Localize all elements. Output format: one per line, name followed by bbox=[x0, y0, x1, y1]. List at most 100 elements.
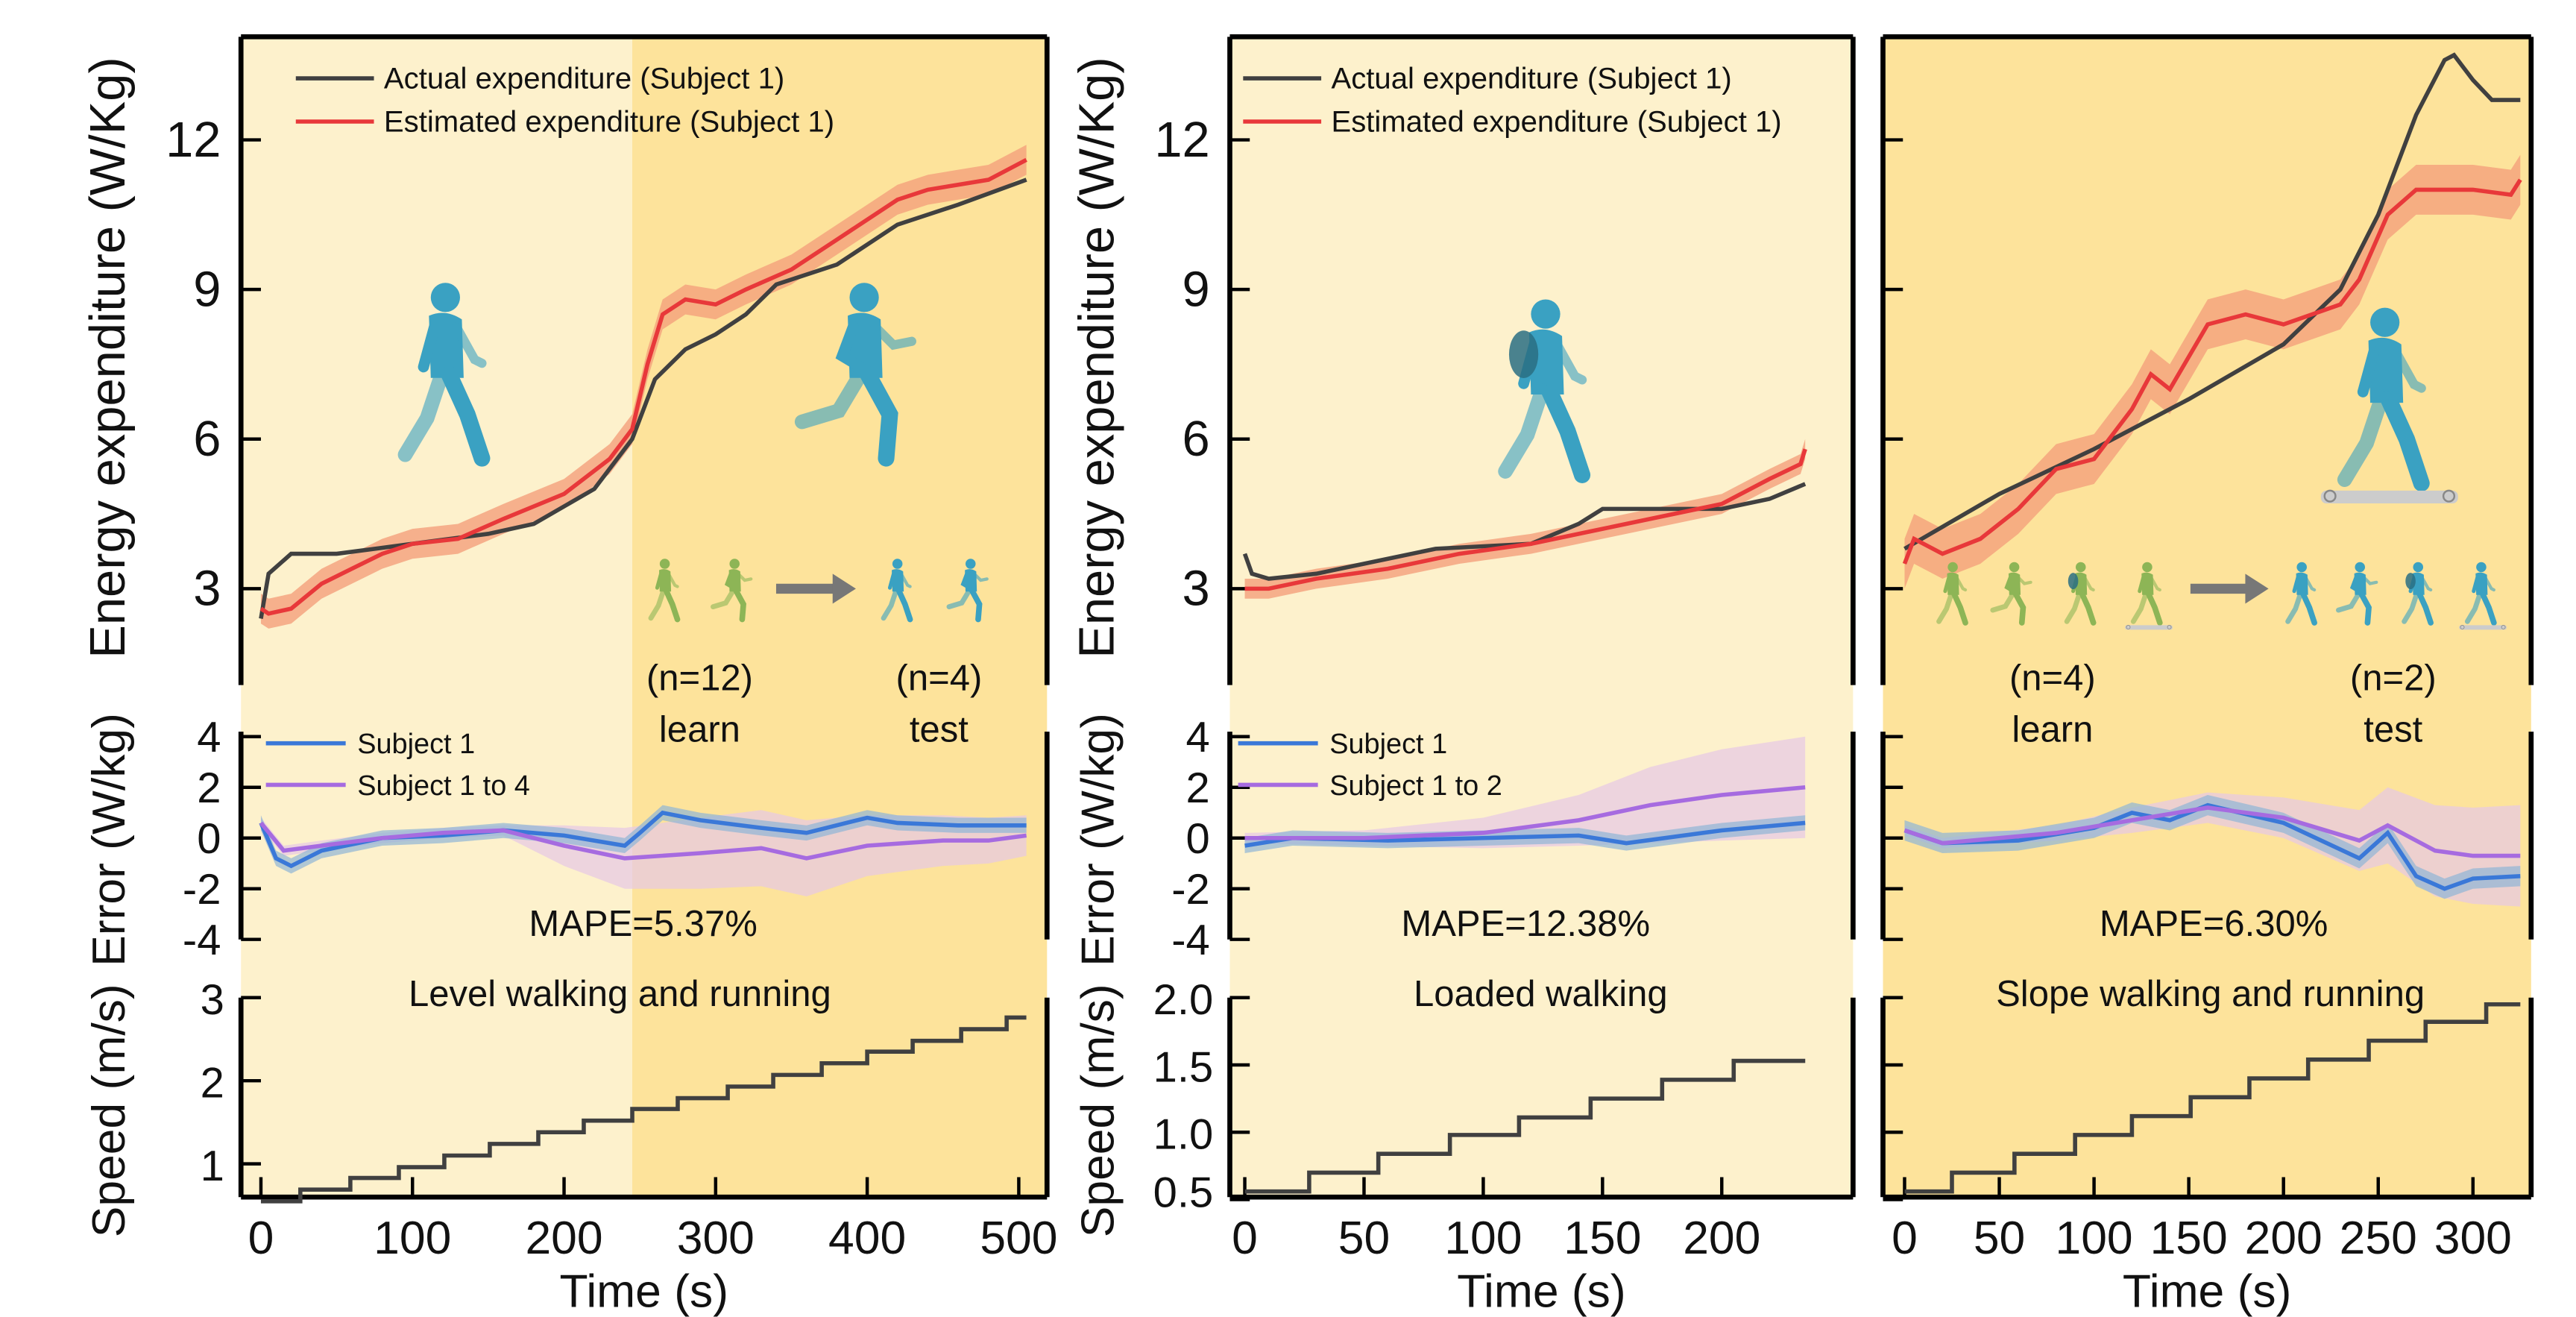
error-y-axis-label: Error (W/kg) bbox=[84, 713, 135, 966]
legend-actual-label: Actual expenditure (Subject 1) bbox=[1331, 61, 1731, 95]
error-ytick-label: 4 bbox=[1186, 714, 1210, 761]
xtick-label: 100 bbox=[374, 1213, 451, 1264]
group-error-band bbox=[1904, 787, 2521, 907]
error-ytick-label: -2 bbox=[1171, 866, 1210, 914]
speed-step-line bbox=[1244, 1058, 1806, 1194]
arrow-icon bbox=[2190, 573, 2269, 604]
energy-ytick-label: 9 bbox=[1182, 261, 1210, 317]
mape-label: MAPE=6.30% bbox=[2100, 904, 2328, 944]
energy-ytick-label: 6 bbox=[1182, 411, 1210, 467]
error-ytick-label: -4 bbox=[1171, 917, 1210, 964]
legend-subject1-label: Subject 1 bbox=[357, 729, 475, 760]
speed-step-line bbox=[1904, 1002, 2521, 1194]
background-dark bbox=[1883, 37, 2531, 1198]
error-ytick-label: 0 bbox=[197, 815, 221, 863]
actual-expenditure-line bbox=[259, 177, 1027, 619]
condition-title: Loaded walking bbox=[1414, 974, 1668, 1014]
xtick-label: 0 bbox=[1892, 1213, 1918, 1264]
xtick-label: 300 bbox=[2434, 1213, 2512, 1264]
learn-running-icon bbox=[711, 559, 753, 623]
energy-y-axis-label: Energy expenditure (W/Kg) bbox=[1068, 57, 1124, 658]
estimated-expenditure-line bbox=[1902, 178, 2522, 565]
test-running-icon bbox=[2336, 562, 2378, 626]
xtick-label: 150 bbox=[1563, 1213, 1641, 1264]
energy-ytick-label: 3 bbox=[1182, 561, 1210, 617]
error-ytick-label: 4 bbox=[197, 714, 221, 761]
test-count: (n=4) bbox=[896, 658, 983, 698]
speed-y-axis-label: Speed (m/s) bbox=[1072, 984, 1124, 1237]
xtick-label: 500 bbox=[980, 1213, 1057, 1264]
speed-y-axis-label: Speed (m/s) bbox=[84, 984, 135, 1237]
arrow-icon bbox=[775, 573, 856, 604]
learn-label: learn bbox=[659, 709, 740, 749]
group-error-line bbox=[259, 821, 1027, 861]
speed-ytick-label: 1.0 bbox=[1153, 1111, 1214, 1159]
legend-group-label: Subject 1 to 2 bbox=[1329, 770, 1502, 802]
mape-label: MAPE=5.37% bbox=[529, 904, 758, 944]
legend-estimated-label: Estimated expenditure (Subject 1) bbox=[1331, 104, 1781, 138]
speed-ytick-label: 2.0 bbox=[1153, 976, 1214, 1024]
background-dark bbox=[632, 37, 1048, 1198]
test-treadmill-icon bbox=[2459, 562, 2507, 630]
x-axis-label: Time (s) bbox=[1457, 1266, 1625, 1317]
x-axis-label: Time (s) bbox=[2123, 1266, 2291, 1317]
group-error-line bbox=[1244, 785, 1806, 840]
learn-running-icon bbox=[1990, 562, 2032, 626]
error-ytick-label: 0 bbox=[1186, 815, 1210, 863]
xtick-label: 100 bbox=[1444, 1213, 1522, 1264]
xtick-label: 200 bbox=[525, 1213, 602, 1264]
xtick-label: 200 bbox=[2245, 1213, 2323, 1264]
energy-ytick-label: 12 bbox=[1154, 112, 1209, 168]
treadmill-walking-figure-icon bbox=[2320, 307, 2458, 504]
xtick-label: 150 bbox=[2150, 1213, 2228, 1264]
speed-step-line bbox=[260, 1015, 1027, 1204]
panel-3: 0 50 100 150 200 250 300 Time (s) MAPE=6.30% Slop… bbox=[1880, 34, 2534, 1317]
legend-subject1-label: Subject 1 bbox=[1329, 729, 1447, 760]
test-walking-icon bbox=[881, 559, 913, 623]
background-light bbox=[241, 37, 633, 1198]
estimated-expenditure-line bbox=[259, 157, 1027, 616]
xtick-label: 50 bbox=[1338, 1213, 1390, 1264]
loaded-walking-figure-icon bbox=[1498, 299, 1591, 483]
energy-y-axis-label: Energy expenditure (W/Kg) bbox=[80, 57, 136, 658]
test-running-icon bbox=[946, 559, 989, 623]
learn-treadmill-icon bbox=[2125, 562, 2173, 630]
error-ytick-label: 2 bbox=[1186, 764, 1210, 812]
xtick-label: 0 bbox=[1232, 1213, 1258, 1264]
test-label: test bbox=[2364, 709, 2422, 749]
test-loaded-icon bbox=[2402, 562, 2434, 626]
xtick-label: 0 bbox=[248, 1213, 274, 1264]
estimated-expenditure-line bbox=[1244, 448, 1807, 591]
subject1-error-band bbox=[1244, 815, 1806, 854]
speed-ytick-label: 3 bbox=[201, 976, 224, 1024]
learn-count: (n=12) bbox=[646, 658, 753, 698]
mape-label: MAPE=12.38% bbox=[1401, 904, 1650, 944]
background-light bbox=[1229, 37, 1854, 1198]
error-ytick-label: -2 bbox=[183, 866, 221, 914]
test-walking-icon bbox=[2285, 562, 2317, 626]
speed-ytick-label: 2 bbox=[201, 1059, 224, 1107]
xtick-label: 300 bbox=[677, 1213, 755, 1264]
speed-ytick-label: 0.5 bbox=[1153, 1169, 1214, 1217]
group-error-band bbox=[1244, 736, 1806, 849]
learn-label: learn bbox=[2012, 709, 2093, 749]
xtick-label: 400 bbox=[828, 1213, 906, 1264]
energy-ytick-label: 6 bbox=[193, 411, 221, 467]
xtick-label: 50 bbox=[1974, 1213, 2025, 1264]
error-ytick-label: -4 bbox=[183, 917, 221, 964]
x-axis-label: Time (s) bbox=[560, 1266, 728, 1317]
legend-actual-label: Actual expenditure (Subject 1) bbox=[384, 61, 784, 95]
test-label: test bbox=[910, 709, 969, 749]
learn-count: (n=4) bbox=[2009, 658, 2096, 698]
energy-ytick-label: 12 bbox=[166, 112, 221, 168]
learn-loaded-icon bbox=[2064, 562, 2097, 626]
condition-title: Slope walking and running bbox=[1996, 974, 2425, 1014]
running-figure-icon bbox=[794, 283, 916, 467]
error-ytick-label: 2 bbox=[197, 764, 221, 812]
speed-ytick-label: 1.5 bbox=[1153, 1043, 1214, 1091]
learn-walking-icon bbox=[648, 559, 681, 623]
learn-walking-icon bbox=[1936, 562, 1968, 626]
